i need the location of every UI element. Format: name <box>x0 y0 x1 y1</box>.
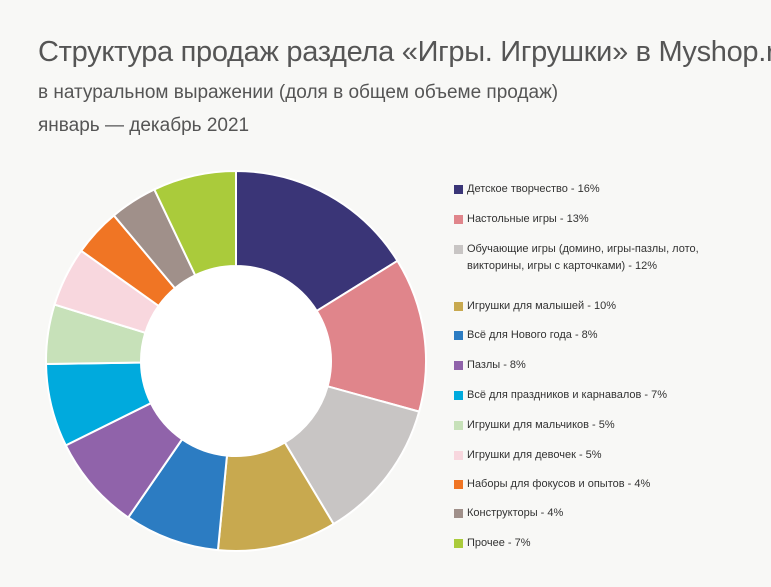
legend-item-prochee: Прочее - 7% <box>454 535 754 552</box>
legend-swatch <box>454 215 463 224</box>
legend-label: Прочее - 7% <box>467 537 531 549</box>
legend-item-konstruktory: Конструкторы - 4% <box>454 505 754 522</box>
legend-swatch <box>454 361 463 370</box>
legend-label: Конструкторы - 4% <box>467 507 564 519</box>
legend-label: Игрушки для девочек - 5% <box>467 449 602 461</box>
legend-swatch <box>454 451 463 460</box>
legend-item-vse-dlya-prazdnikov: Всё для праздников и карнавалов - 7% <box>454 387 754 404</box>
legend-label: Детское творчество - 16% <box>467 183 600 195</box>
legend-swatch <box>454 480 463 489</box>
legend-item-detskoe-tvorchestvo: Детское творчество - 16% <box>454 181 754 198</box>
legend-label: Настольные игры - 13% <box>467 213 589 225</box>
legend-swatch <box>454 245 463 254</box>
legend-label: Игрушки для малышей - 10% <box>467 300 616 312</box>
legend-swatch <box>454 421 463 430</box>
legend-item-vse-dlya-novogo-goda: Всё для Нового года - 8% <box>454 327 754 344</box>
legend-swatch <box>454 391 463 400</box>
legend-item-igrushki-dlya-malchikov: Игрушки для мальчиков - 5% <box>454 417 754 434</box>
legend-swatch <box>454 509 463 518</box>
chart-subtitle: в натуральном выражении (доля в общем об… <box>38 82 559 103</box>
chart-period: январь — декабрь 2021 <box>38 115 250 136</box>
legend-label: Пазлы - 8% <box>467 359 526 371</box>
legend-label: Наборы для фокусов и опытов - 4% <box>467 478 651 490</box>
legend-item-obuchayushchie-igry: Обучающие игры (домино, игры-пазлы, лото… <box>454 241 704 275</box>
legend-item-nabory-dlya-fokusov: Наборы для фокусов и опытов - 4% <box>454 476 754 493</box>
legend-label: Всё для Нового года - 8% <box>467 329 598 341</box>
legend-item-pazly: Пазлы - 8% <box>454 357 754 374</box>
donut-hole <box>141 266 331 456</box>
legend-label: Всё для праздников и карнавалов - 7% <box>467 389 668 401</box>
legend-swatch <box>454 185 463 194</box>
legend-label: Игрушки для мальчиков - 5% <box>467 419 615 431</box>
legend-swatch <box>454 539 463 548</box>
legend-item-nastolnye-igry: Настольные игры - 13% <box>454 211 754 228</box>
legend-item-igrushki-dlya-malyshey: Игрушки для малышей - 10% <box>454 298 754 315</box>
legend-swatch <box>454 331 463 340</box>
legend-item-igrushki-dlya-devochek: Игрушки для девочек - 5% <box>454 447 754 464</box>
legend-swatch <box>454 302 463 311</box>
chart-title: Структура продаж раздела «Игры. Игрушки»… <box>38 36 771 68</box>
legend-label: Обучающие игры (домино, игры-пазлы, лото… <box>467 243 699 272</box>
